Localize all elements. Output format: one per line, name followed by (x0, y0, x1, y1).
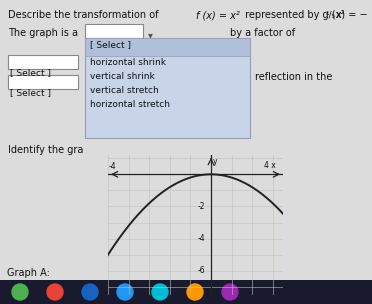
Text: -6: -6 (197, 266, 205, 275)
Bar (8, 55, 78, 69)
Text: ▾: ▾ (148, 30, 153, 40)
Text: represented by g (x) = −: represented by g (x) = − (242, 10, 368, 20)
Circle shape (82, 284, 98, 300)
Text: -2: -2 (197, 202, 205, 211)
Bar (85, 38, 250, 56)
Text: horizontal stretch: horizontal stretch (90, 100, 170, 109)
Text: ¹/₅: ¹/₅ (325, 10, 335, 19)
Text: Graph A:: Graph A: (7, 268, 50, 278)
Text: y: y (213, 157, 218, 166)
Text: x²: x² (336, 10, 346, 20)
Bar (85, 38, 250, 138)
Text: reflection in the: reflection in the (255, 72, 332, 82)
Circle shape (47, 284, 63, 300)
Circle shape (222, 284, 238, 300)
Bar (85, 24, 143, 38)
Text: horizontal shrink: horizontal shrink (90, 58, 166, 67)
Circle shape (12, 284, 28, 300)
Circle shape (152, 284, 168, 300)
Text: by a factor of: by a factor of (230, 28, 295, 38)
Text: -4: -4 (109, 162, 117, 171)
Text: [ Select ]: [ Select ] (10, 88, 51, 97)
Text: 4 x: 4 x (264, 161, 276, 170)
Text: [ Select ]: [ Select ] (87, 37, 128, 46)
Text: [ Select ]: [ Select ] (90, 40, 131, 49)
Circle shape (187, 284, 203, 300)
Text: [ Select ]: [ Select ] (10, 68, 51, 77)
Text: f (x) = x²: f (x) = x² (196, 10, 240, 20)
Text: The graph is a: The graph is a (8, 28, 78, 38)
Text: Identify the gra: Identify the gra (8, 145, 83, 155)
Text: vertical shrink: vertical shrink (90, 72, 155, 81)
Circle shape (117, 284, 133, 300)
Bar (8, 75, 78, 89)
Text: -4: -4 (197, 234, 205, 243)
Bar (0, 280, 372, 304)
Text: vertical stretch: vertical stretch (90, 86, 159, 95)
Text: Describe the transformation of: Describe the transformation of (8, 10, 161, 20)
